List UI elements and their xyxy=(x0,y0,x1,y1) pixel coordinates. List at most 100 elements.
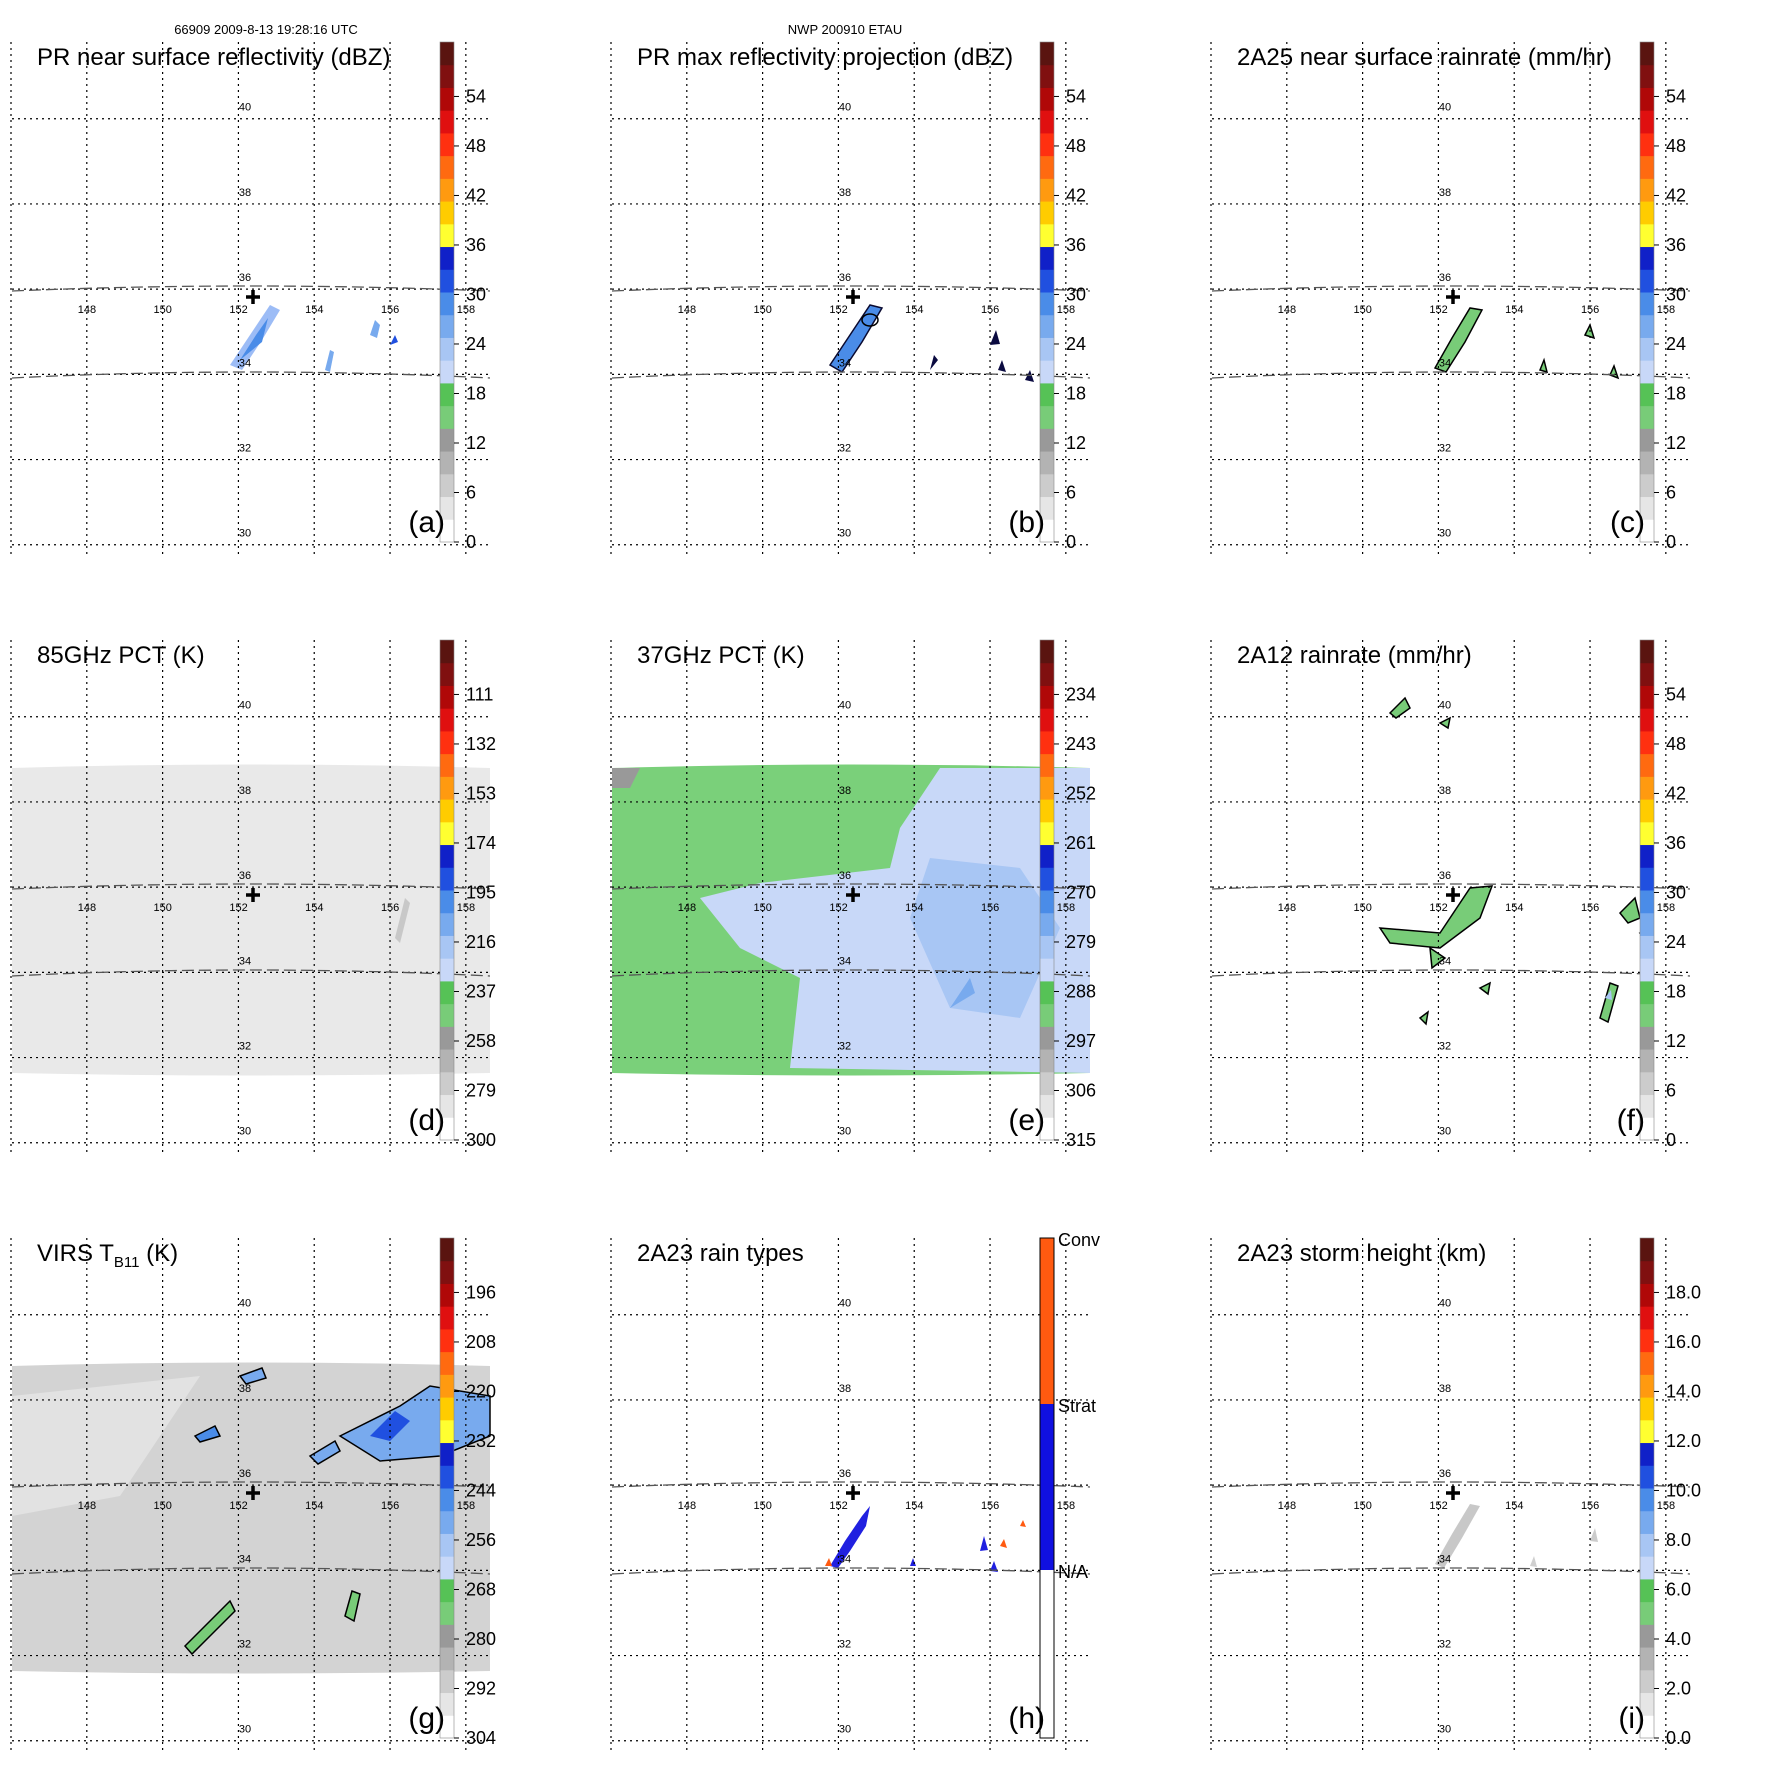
lat-tick-label: 36 xyxy=(1439,870,1451,882)
colorbar-segment xyxy=(440,708,454,732)
colorbar-label: 234 xyxy=(1066,684,1096,704)
colorbar-segment xyxy=(440,87,454,111)
swath-edge-south xyxy=(11,969,491,977)
colorbar-segment xyxy=(1040,980,1054,1005)
colorbar-label: 288 xyxy=(1066,981,1096,1001)
colorbar-segment xyxy=(1040,1003,1054,1027)
colorbar-label: 244 xyxy=(466,1480,496,1500)
rain-area xyxy=(1538,357,1549,374)
colorbar-segment xyxy=(440,1715,454,1739)
colorbar-label: 18 xyxy=(1666,383,1686,403)
colorbar-segment xyxy=(1040,912,1054,936)
colorbar-label: 232 xyxy=(466,1431,496,1451)
colorbar-frame xyxy=(1039,41,1055,543)
colorbar-segment xyxy=(1640,1488,1654,1512)
colorbar-label: 42 xyxy=(1066,185,1086,205)
lon-tick-label: 152 xyxy=(229,1500,247,1512)
colorbar-label: 18 xyxy=(466,383,486,403)
lat-tick-label: 32 xyxy=(839,443,851,455)
colorbar-label: 292 xyxy=(466,1678,496,1698)
rain-echo xyxy=(325,350,334,372)
colorbar-segment xyxy=(440,640,454,664)
colorbar-segment xyxy=(440,382,454,407)
colorbar-segment xyxy=(1640,337,1654,361)
stratiform-echo xyxy=(830,1506,870,1568)
lat-tick-label: 38 xyxy=(1439,1383,1451,1395)
colorbar-label: 36 xyxy=(1666,235,1686,255)
colorbar-segment xyxy=(440,1556,454,1580)
colorbar-segment xyxy=(440,314,454,338)
colorbar-segment xyxy=(440,519,454,543)
colorbar-segment xyxy=(1640,1715,1654,1739)
lon-tick-label: 156 xyxy=(981,902,999,914)
colorbar-segment xyxy=(1640,708,1654,732)
pct85-depression xyxy=(395,898,410,943)
lon-tick-label: 158 xyxy=(1057,1500,1075,1512)
colorbar-label: 42 xyxy=(1666,185,1686,205)
colorbar-label: 111 xyxy=(466,684,493,704)
colorbar-segment xyxy=(440,1306,454,1330)
colorbar-segment xyxy=(440,685,454,709)
colorbar-segment xyxy=(1040,246,1054,270)
colorbar-segment xyxy=(440,1026,454,1050)
colorbar-segment xyxy=(1640,1260,1654,1284)
storm-center-marker xyxy=(846,888,860,902)
colorbar-segment xyxy=(1640,87,1654,111)
colorbar-label: 0 xyxy=(466,532,476,552)
colorbar-label: 24 xyxy=(1066,334,1086,354)
colorbar-segment xyxy=(440,867,454,891)
cold-cloud xyxy=(238,1367,268,1385)
panel-c: 148 150 152 154 156 1583032343638400612182430… xyxy=(1210,41,1691,555)
panel-i: 148 150 152 154 156 158 30 32 34 36 38 40 0.0 2.0 4.0 6… xyxy=(1210,1237,1701,1751)
convective-echo xyxy=(825,1558,832,1566)
colorbar-segment xyxy=(440,753,454,777)
rain-area xyxy=(1618,896,1641,924)
swath-edge-south xyxy=(611,371,1091,379)
colorbar-segment xyxy=(440,1260,454,1284)
colorbar-segment xyxy=(440,201,454,225)
colorbar-label: 14.0 xyxy=(1666,1381,1701,1401)
colorbar-segment xyxy=(440,1465,454,1489)
colorbar-segment xyxy=(440,1533,454,1557)
colorbar-label: 18 xyxy=(1666,981,1686,1001)
swath-edge-south xyxy=(1211,371,1691,379)
colorbar-segment xyxy=(1640,958,1654,982)
colorbar-segment xyxy=(1040,708,1054,732)
colorbar-segment xyxy=(1040,110,1054,134)
lon-tick-label: 150 xyxy=(1354,304,1372,316)
colorbar-segment xyxy=(440,662,454,686)
colorbar-segment xyxy=(1640,1117,1654,1141)
lon-tick-label: 156 xyxy=(381,902,399,914)
lon-tick-label: 152 xyxy=(229,304,247,316)
colorbar-segment xyxy=(1640,428,1654,452)
lat-tick-label: 30 xyxy=(239,1724,251,1736)
lon-tick-label: 150 xyxy=(1354,902,1372,914)
panel-letter: (d) xyxy=(408,1104,445,1137)
colorbar-frame xyxy=(1639,1237,1655,1739)
colorbar-segment xyxy=(1640,844,1654,868)
colorbar-segment xyxy=(1040,496,1054,520)
lat-tick-label: 40 xyxy=(839,102,851,114)
colorbar-segment xyxy=(440,799,454,823)
colorbar-label: 0.0 xyxy=(1666,1728,1691,1748)
colorbar-label: 48 xyxy=(1066,136,1086,156)
lon-tick-label: 158 xyxy=(457,902,475,914)
swath-edge-north xyxy=(611,1481,1091,1488)
panel-title: 2A23 rain types xyxy=(637,1240,804,1267)
pct85-swath xyxy=(12,764,490,1076)
lon-tick-label: 152 xyxy=(1429,902,1447,914)
pct37-coldest xyxy=(950,978,975,1008)
storm-center-marker xyxy=(1446,1486,1460,1500)
colorbar-segment xyxy=(1040,1049,1054,1073)
colorbar-segment xyxy=(1040,360,1054,384)
colorbar-segment xyxy=(440,958,454,982)
lat-tick-label: 40 xyxy=(1439,102,1451,114)
swath-edge-north xyxy=(611,883,1091,890)
lat-tick-label: 38 xyxy=(1439,187,1451,199)
colorbar-segment xyxy=(440,1442,454,1466)
cloud-area xyxy=(183,1599,236,1656)
lat-tick-label: 34 xyxy=(839,1553,851,1565)
colorbar-label: 256 xyxy=(466,1530,496,1550)
swath-edge-north xyxy=(1211,285,1691,292)
max-echo xyxy=(990,330,1000,345)
